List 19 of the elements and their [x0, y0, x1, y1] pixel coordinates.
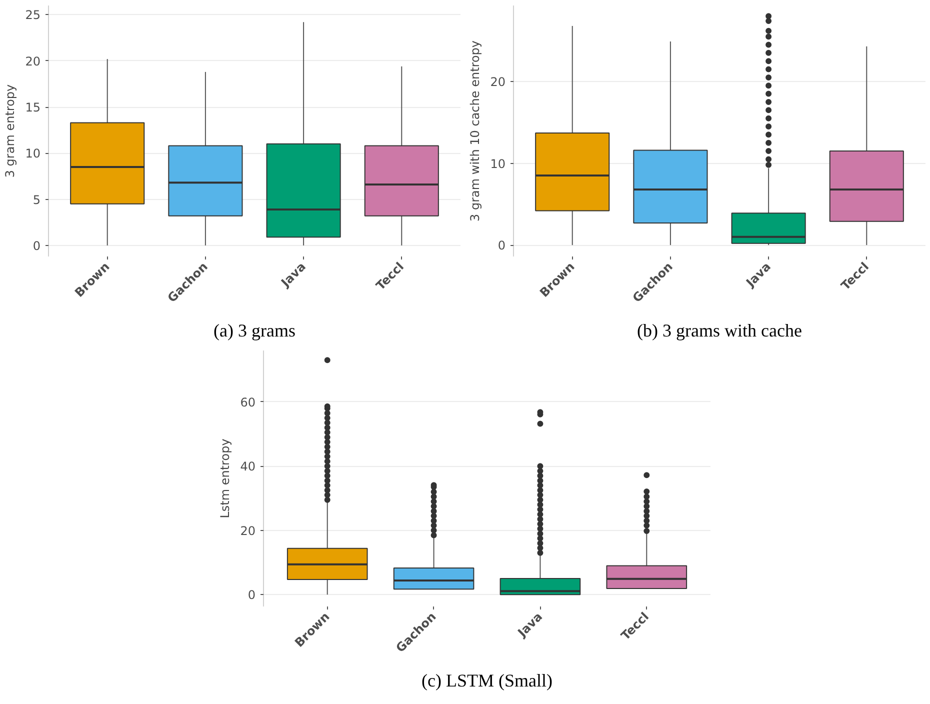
y-tick-label: 20 — [240, 524, 256, 538]
text: (c) LSTM (Small) — [422, 670, 552, 690]
y-tick-label: 5 — [32, 192, 41, 207]
y-axis-title: 3 gram entropy — [3, 84, 18, 178]
y-tick-label: 20 — [25, 54, 41, 68]
y-axis-title: 3 gram with 10 cache entropy — [468, 40, 482, 222]
y-tick-label: 10 — [490, 156, 506, 171]
y-axis-title: Lstm entropy — [218, 438, 232, 518]
y-tick-label: 25 — [25, 8, 41, 22]
y-tick-label: 10 — [25, 146, 41, 161]
y-tick-label: 60 — [240, 395, 256, 410]
y-tick-label: 20 — [490, 75, 506, 90]
y-tick-label: 0 — [248, 588, 256, 602]
y-tick-label: 0 — [498, 238, 506, 253]
text: (b) 3 grams with cache — [637, 320, 802, 340]
y-tick-label: 0 — [32, 238, 41, 253]
y-tick-label: 40 — [240, 460, 256, 474]
y-tick-label: 15 — [25, 100, 41, 115]
text: (a) 3 grams — [214, 320, 296, 340]
